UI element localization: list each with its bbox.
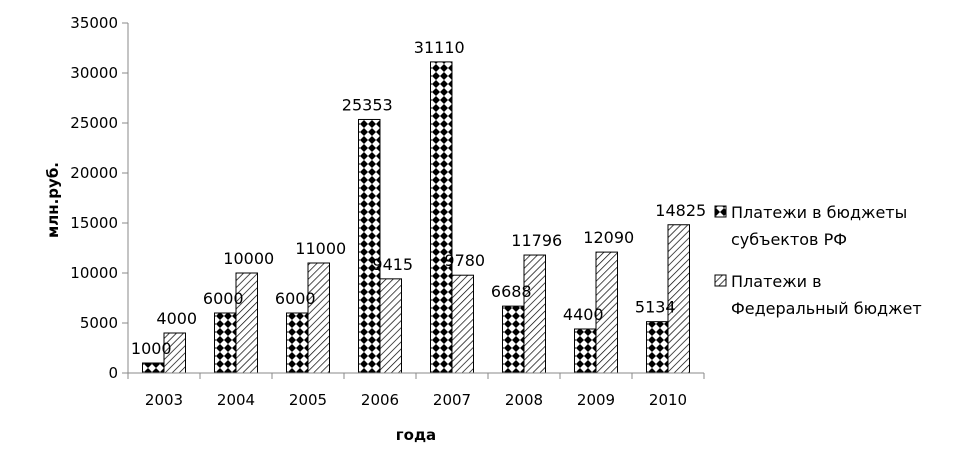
- data-label-series1-2004: 6000: [203, 289, 244, 308]
- bar-series1-2003: [142, 362, 165, 374]
- x-tick-label: 2005: [289, 391, 327, 409]
- y-tick-label: 10000: [70, 264, 118, 282]
- data-label-series2-2004: 10000: [223, 249, 274, 268]
- x-tick-label: 2003: [145, 391, 183, 409]
- bar-series2-2006: [379, 278, 402, 374]
- data-label-series1-2006: 25353: [342, 95, 393, 114]
- data-label-series1-2007: 31110: [414, 38, 465, 57]
- data-label-series2-2005: 11000: [295, 239, 346, 258]
- y-tick-label: 30000: [70, 64, 118, 82]
- y-tick-label: 15000: [70, 214, 118, 232]
- bar-series1-2010: [646, 321, 669, 374]
- data-label-series2-2009: 12090: [583, 228, 634, 247]
- data-label-series2-2006: 9415: [372, 255, 413, 274]
- axes: [127, 23, 705, 379]
- data-labels: 1000 6000 6000 25353 31110 6688 4400 5134 4000 10…: [131, 38, 706, 358]
- legend-label-series1: субъектов РФ: [731, 230, 847, 249]
- x-tick-label: 2006: [361, 391, 399, 409]
- data-label-series2-2007: 9780: [444, 251, 485, 270]
- x-tick-label: 2009: [577, 391, 615, 409]
- x-tick-label: 2007: [433, 391, 471, 409]
- data-label-series2-2008: 11796: [511, 231, 562, 250]
- x-tick-label: 2004: [217, 391, 255, 409]
- bar-series2-2005: [307, 262, 330, 374]
- legend-label-series2: Федеральный бюджет: [731, 299, 922, 318]
- data-label-series1-2005: 6000: [275, 289, 316, 308]
- x-axis-ticks: 2003 2004 2005 2006 2007 2008 2009 2010: [145, 391, 687, 409]
- legend-label-series1: Платежи в бюджеты: [731, 203, 907, 222]
- data-label-series2-2003: 4000: [156, 309, 197, 328]
- legend: Платежи в бюджеты субъектов РФ Платежи в Фе…: [714, 203, 922, 318]
- y-axis-ticks: 0 5000 10000 15000 20000 25000 30000 35000: [70, 14, 128, 382]
- data-label-series1-2009: 4400: [563, 305, 604, 324]
- bar-series1-2008: [502, 305, 525, 374]
- legend-label-series2: Платежи в: [731, 272, 822, 291]
- y-tick-label: 25000: [70, 114, 118, 132]
- x-tick-label: 2010: [649, 391, 687, 409]
- x-axis-title: года: [396, 426, 436, 444]
- data-label-series1-2008: 6688: [491, 282, 532, 301]
- data-label-series1-2003: 1000: [131, 339, 172, 358]
- bar-series2-2008: [523, 254, 546, 374]
- legend-swatch-series1: [714, 205, 727, 218]
- data-label-series1-2010: 5134: [635, 298, 676, 317]
- bar-series1-2007: [430, 61, 453, 374]
- bar-series1-2004: [214, 312, 237, 374]
- legend-swatch-series2: [714, 274, 727, 287]
- y-tick-label: 0: [108, 364, 118, 382]
- bar-series1-2006: [358, 118, 381, 374]
- y-tick-label: 5000: [80, 314, 118, 332]
- bar-series2-2004: [235, 272, 258, 374]
- y-tick-label: 35000: [70, 14, 118, 32]
- bar-series2-2007: [451, 274, 474, 374]
- y-tick-label: 20000: [70, 164, 118, 182]
- bar-series1-2009: [574, 328, 597, 374]
- bars: [142, 61, 690, 374]
- y-axis-title: млн.руб.: [44, 162, 62, 238]
- data-label-series2-2010: 14825: [655, 201, 706, 220]
- bar-series1-2005: [286, 312, 309, 374]
- x-tick-label: 2008: [505, 391, 543, 409]
